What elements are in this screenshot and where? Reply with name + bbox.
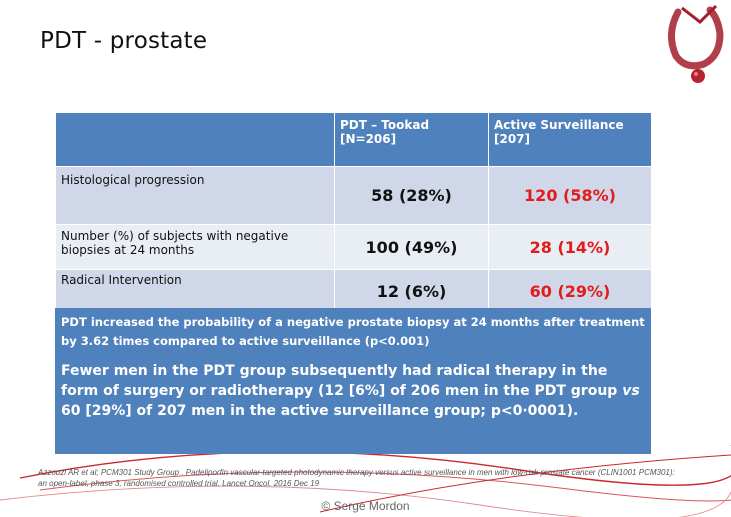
header-empty-cell — [55, 112, 335, 167]
header-pdt: PDT – Tookad [N=206] — [334, 112, 489, 167]
row-label: Number (%) of subjects with negative bio… — [55, 224, 335, 270]
table-row: Histological progression 58 (28%) 120 (5… — [55, 166, 652, 225]
header-active-surveillance: Active Surveillance [207] — [488, 112, 652, 167]
as-value: 28 (14%) — [488, 224, 652, 270]
row-label: Radical Intervention — [55, 269, 335, 314]
copyright-footer: © Serge Mordon — [321, 499, 410, 513]
slide-title: PDT - prostate — [40, 28, 208, 54]
table-header-row: PDT – Tookad [N=206] Active Surveillance… — [55, 112, 652, 167]
reference-citation: Azzouzi AR et al; PCM301 Study Group . P… — [38, 468, 675, 488]
summary-biopsy-finding: PDT increased the probability of a negat… — [61, 315, 645, 348]
summary-vs-text: vs — [622, 383, 640, 399]
svg-text:THAI: THAI — [702, 25, 717, 47]
row-label: Histological progression — [55, 166, 335, 225]
results-table: PDT – Tookad [N=206] Active Surveillance… — [55, 112, 652, 314]
pdt-value: 100 (49%) — [334, 224, 489, 270]
as-value: 60 (29%) — [488, 269, 652, 314]
oncothai-logo: ONCO THAI — [668, 4, 724, 83]
summary-box: PDT increased the probability of a negat… — [55, 308, 651, 454]
pdt-value: 58 (28%) — [334, 166, 489, 225]
summary-text-part2: 60 [29%] of 207 men in the active survei… — [61, 403, 579, 419]
summary-radical-therapy-finding: Fewer men in the PDT group subsequently … — [61, 361, 645, 421]
svg-text:ONCO: ONCO — [677, 23, 694, 49]
as-value: 120 (58%) — [488, 166, 652, 225]
summary-text-part1: Fewer men in the PDT group subsequently … — [61, 363, 623, 399]
table-row: Number (%) of subjects with negative bio… — [55, 224, 652, 270]
table-row: Radical Intervention 12 (6%) 60 (29%) — [55, 269, 652, 314]
pdt-value: 12 (6%) — [334, 269, 489, 314]
